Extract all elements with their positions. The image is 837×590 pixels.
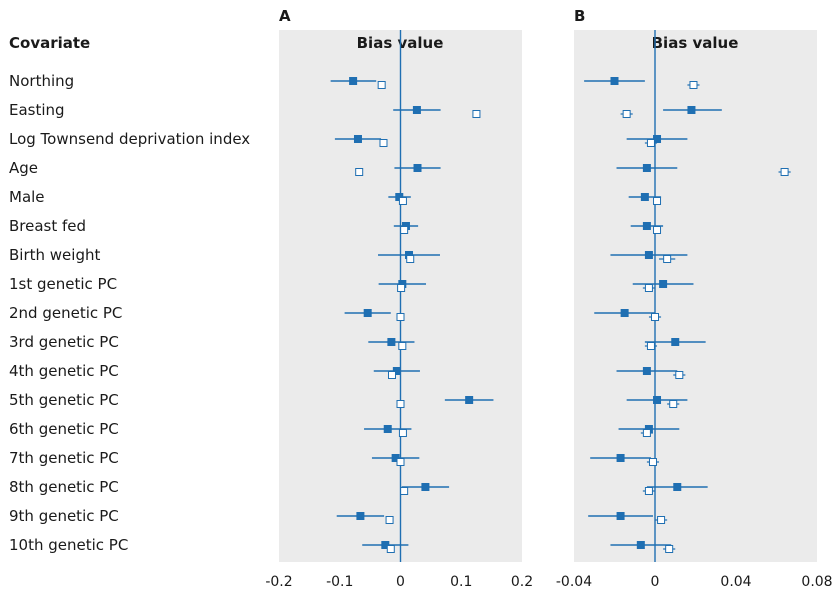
open-estimate-point xyxy=(653,197,662,205)
estimate-point xyxy=(616,512,625,520)
panel-b-letter: B xyxy=(574,7,585,25)
panel-a: A Bias value -0.2 -0.1 0 0.1 0.2 xyxy=(265,7,533,590)
estimate-point xyxy=(353,135,362,143)
open-estimate-point xyxy=(657,516,666,524)
x-tick-label: 0.08 xyxy=(801,574,832,590)
estimate-point xyxy=(620,309,629,317)
open-estimate-point xyxy=(396,400,405,408)
open-estimate-point xyxy=(644,284,653,292)
covariate-label: 4th genetic PC xyxy=(9,362,119,380)
covariate-label: 6th genetic PC xyxy=(9,420,119,438)
open-estimate-point xyxy=(397,284,406,292)
panel-b-title: Bias value xyxy=(652,34,739,52)
estimate-point xyxy=(465,396,474,404)
open-estimate-point xyxy=(653,226,662,234)
open-estimate-point xyxy=(398,342,407,350)
open-estimate-point xyxy=(651,313,659,321)
x-tick-label: -0.04 xyxy=(556,574,592,590)
open-estimate-point xyxy=(355,168,364,176)
covariate-label: Log Townsend deprivation index xyxy=(9,130,250,148)
estimate-point xyxy=(383,425,392,433)
estimate-point xyxy=(412,106,421,114)
x-tick-label: 0.1 xyxy=(450,574,472,590)
estimate-point xyxy=(653,396,662,404)
open-estimate-point xyxy=(398,429,407,437)
estimate-point xyxy=(610,77,619,85)
x-tick-label: 0.04 xyxy=(720,574,751,590)
open-estimate-point xyxy=(642,429,651,437)
covariate-label: 5th genetic PC xyxy=(9,391,119,409)
estimate-point xyxy=(349,77,358,85)
open-estimate-point xyxy=(689,81,698,89)
open-estimate-point xyxy=(396,313,405,321)
x-tick-label: -0.1 xyxy=(326,574,353,590)
covariate-label: 10th genetic PC xyxy=(9,536,128,554)
open-estimate-point xyxy=(644,487,653,495)
open-estimate-point xyxy=(400,487,409,495)
covariate-header: Covariate xyxy=(9,34,90,52)
open-estimate-point xyxy=(377,81,386,89)
open-estimate-point xyxy=(780,168,789,176)
open-estimate-point xyxy=(387,371,396,379)
panel-b: B Bias value -0.04 0 0.04 0.08 xyxy=(556,7,833,590)
open-estimate-point xyxy=(406,255,415,263)
open-estimate-point xyxy=(472,110,481,118)
covariate-label: Birth weight xyxy=(9,246,100,264)
panel-b-marks: -0.04 0 0.04 0.08 xyxy=(556,30,833,590)
estimate-point xyxy=(363,309,372,317)
covariate-label: 3rd genetic PC xyxy=(9,333,119,351)
open-estimate-point xyxy=(396,458,405,466)
covariate-label: 2nd genetic PC xyxy=(9,304,122,322)
estimate-point xyxy=(413,164,422,172)
covariate-labels: Northing Easting Log Townsend deprivation … xyxy=(9,72,250,554)
open-estimate-point xyxy=(400,226,409,234)
open-estimate-point xyxy=(622,110,631,118)
estimate-point xyxy=(387,338,396,346)
open-estimate-point xyxy=(669,400,678,408)
open-estimate-point xyxy=(663,255,672,263)
x-tick-label: 0 xyxy=(396,574,405,590)
estimate-point xyxy=(687,106,696,114)
x-tick-label: 0.2 xyxy=(511,574,533,590)
covariate-label: Northing xyxy=(9,72,74,90)
estimate-point xyxy=(421,483,430,491)
estimate-point xyxy=(640,193,649,201)
estimate-point xyxy=(636,541,645,549)
covariate-label: Male xyxy=(9,188,45,206)
covariate-label: Easting xyxy=(9,101,65,119)
estimate-point xyxy=(671,338,680,346)
x-tick-label: 0 xyxy=(651,574,660,590)
open-estimate-point xyxy=(385,516,394,524)
panel-b-background xyxy=(574,30,817,562)
open-estimate-point xyxy=(379,139,388,147)
open-estimate-point xyxy=(646,139,655,147)
estimate-point xyxy=(642,222,651,230)
estimate-point xyxy=(356,512,365,520)
covariate-label: 1st genetic PC xyxy=(9,275,117,293)
estimate-point xyxy=(659,280,668,288)
x-tick-label: -0.2 xyxy=(265,574,292,590)
estimate-point xyxy=(673,483,682,491)
open-estimate-point xyxy=(386,545,395,553)
open-estimate-point xyxy=(646,342,655,350)
covariate-label: Breast fed xyxy=(9,217,86,235)
estimate-point xyxy=(642,164,651,172)
open-estimate-point xyxy=(675,371,684,379)
covariate-label: 9th genetic PC xyxy=(9,507,119,525)
covariate-label: Age xyxy=(9,159,38,177)
open-estimate-point xyxy=(648,458,657,466)
estimate-point xyxy=(642,367,651,375)
covariate-label: 8th genetic PC xyxy=(9,478,119,496)
open-estimate-point xyxy=(398,197,407,205)
open-estimate-point xyxy=(665,545,674,553)
panel-a-marks: -0.2 -0.1 0 0.1 0.2 xyxy=(265,30,533,590)
estimate-point xyxy=(644,251,653,259)
panel-a-letter: A xyxy=(279,7,291,25)
covariate-label: 7th genetic PC xyxy=(9,449,119,467)
estimate-point xyxy=(616,454,625,462)
